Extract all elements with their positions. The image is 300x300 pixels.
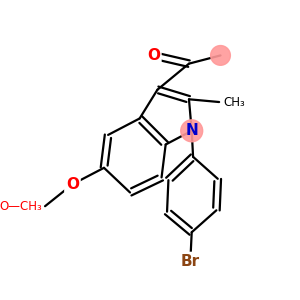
Text: N: N — [185, 123, 198, 138]
Text: CH₃: CH₃ — [223, 95, 245, 109]
Text: O: O — [147, 48, 160, 63]
Circle shape — [211, 46, 230, 65]
Circle shape — [181, 120, 203, 142]
Text: O: O — [66, 177, 79, 192]
Text: Br: Br — [181, 254, 200, 268]
Text: O—CH₃: O—CH₃ — [0, 200, 42, 213]
